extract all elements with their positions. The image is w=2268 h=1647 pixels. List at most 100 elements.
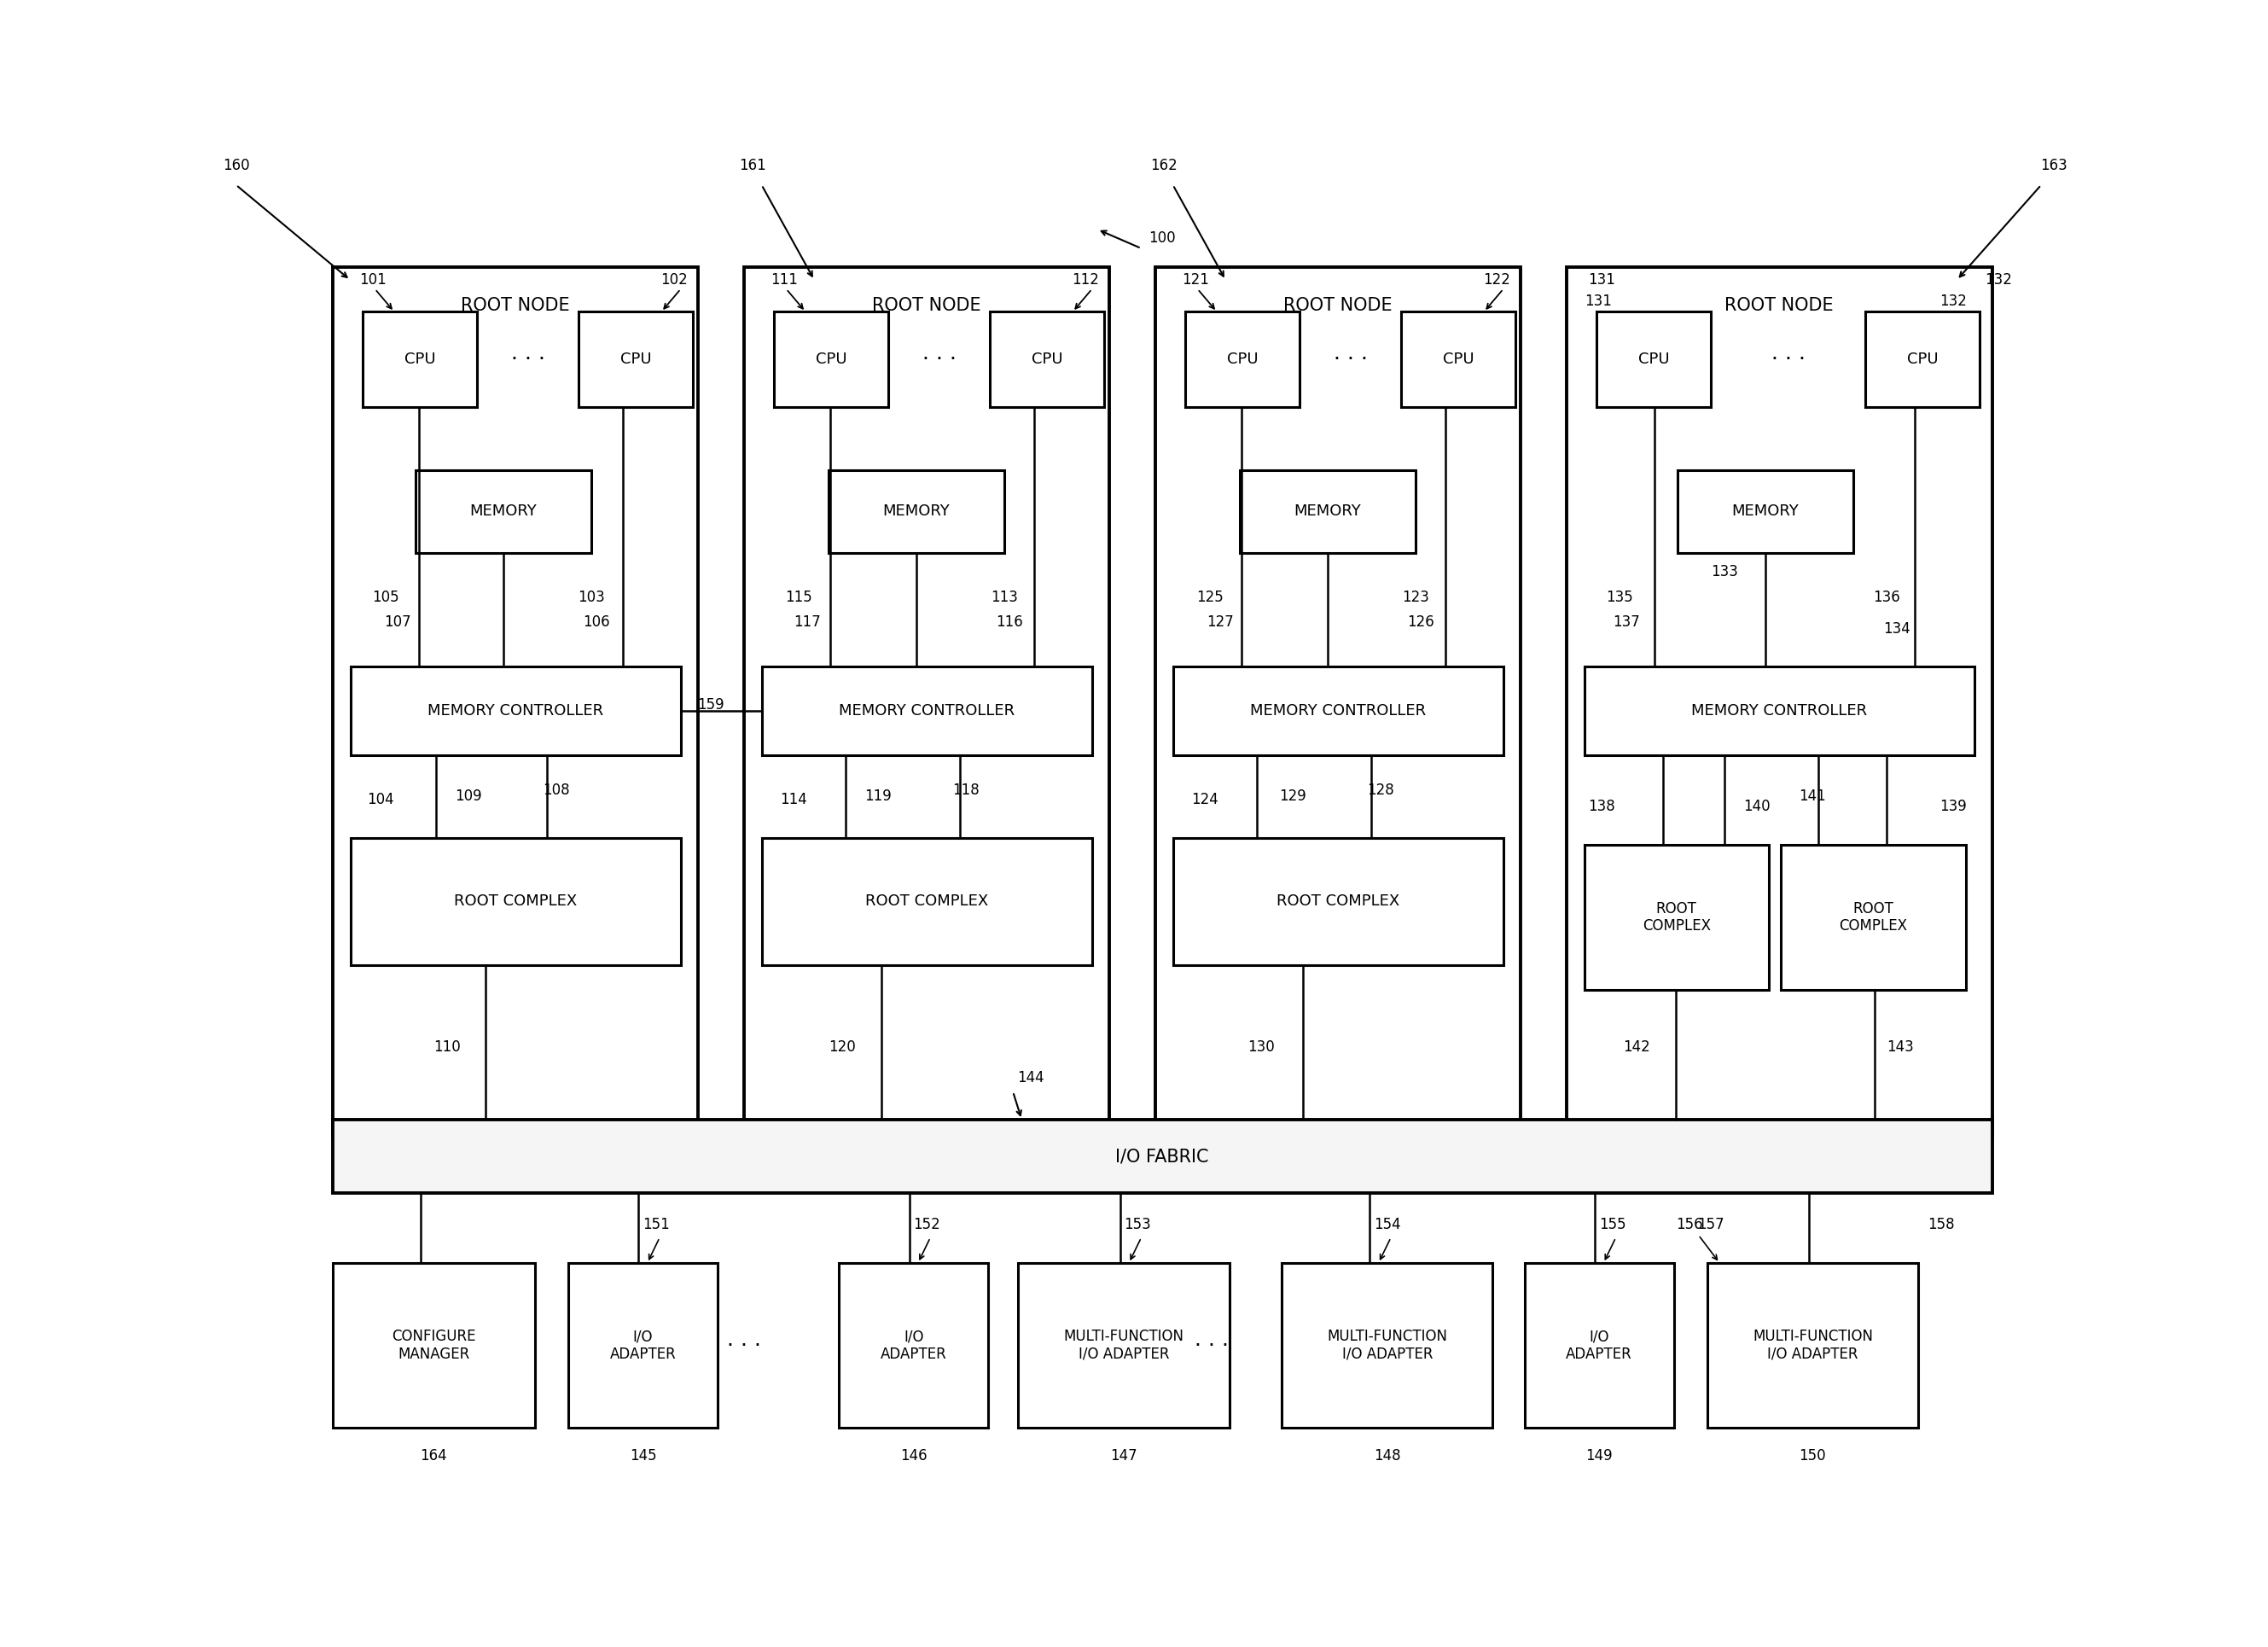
Text: 156: 156 (1676, 1217, 1703, 1232)
Text: · · ·: · · · (1334, 349, 1368, 369)
Text: 152: 152 (914, 1217, 941, 1232)
Text: MEMORY: MEMORY (882, 504, 950, 519)
Text: MULTI-FUNCTION
I/O ADAPTER: MULTI-FUNCTION I/O ADAPTER (1753, 1329, 1873, 1362)
Text: CONFIGURE
MANAGER: CONFIGURE MANAGER (392, 1329, 476, 1362)
Text: 163: 163 (2039, 158, 2066, 173)
Text: MULTI-FUNCTION
I/O ADAPTER: MULTI-FUNCTION I/O ADAPTER (1064, 1329, 1184, 1362)
Text: 101: 101 (358, 272, 386, 288)
Text: ROOT NODE: ROOT NODE (460, 296, 569, 315)
Text: 104: 104 (367, 792, 395, 807)
Text: 137: 137 (1613, 614, 1640, 631)
Bar (1867, 311, 1980, 407)
Text: 114: 114 (780, 792, 807, 807)
Text: 126: 126 (1406, 614, 1433, 631)
Text: 129: 129 (1279, 789, 1306, 804)
Text: 121: 121 (1182, 272, 1209, 288)
Text: 130: 130 (1247, 1039, 1275, 1056)
Text: 154: 154 (1374, 1217, 1402, 1232)
Text: CPU: CPU (1442, 352, 1474, 367)
Text: 103: 103 (578, 590, 606, 604)
Text: 105: 105 (372, 590, 399, 604)
Bar (415, 471, 592, 553)
Bar (569, 1263, 717, 1428)
Text: CPU: CPU (619, 352, 651, 367)
Text: · · ·: · · · (1771, 349, 1805, 369)
Text: ROOT COMPLEX: ROOT COMPLEX (1277, 894, 1399, 909)
Text: 149: 149 (1585, 1448, 1613, 1464)
Bar (349, 667, 680, 756)
Text: 141: 141 (1799, 789, 1826, 804)
Bar (762, 838, 1093, 965)
Text: CPU: CPU (1637, 352, 1669, 367)
Bar (1678, 471, 1853, 553)
Bar (1402, 311, 1515, 407)
Bar (1567, 267, 1991, 1136)
Text: 122: 122 (1483, 272, 1510, 288)
Text: 132: 132 (1939, 293, 1966, 310)
Text: 159: 159 (696, 697, 723, 713)
Text: 112: 112 (1073, 272, 1100, 288)
Text: MEMORY: MEMORY (1733, 504, 1799, 519)
Bar (333, 1120, 1991, 1192)
Text: 157: 157 (1696, 1217, 1724, 1232)
Text: I/O FABRIC: I/O FABRIC (1116, 1148, 1209, 1164)
Bar (1524, 1263, 1674, 1428)
Text: 139: 139 (1939, 799, 1966, 814)
Text: CPU: CPU (1032, 352, 1064, 367)
Text: ROOT
COMPLEX: ROOT COMPLEX (1642, 901, 1710, 934)
Text: CPU: CPU (1907, 352, 1939, 367)
Text: ROOT NODE: ROOT NODE (1726, 296, 1835, 315)
Text: 106: 106 (583, 614, 610, 631)
Bar (773, 311, 889, 407)
Text: 119: 119 (864, 789, 891, 804)
Text: · · ·: · · · (1195, 1336, 1229, 1355)
Bar (1780, 845, 1966, 990)
Text: MEMORY CONTROLLER: MEMORY CONTROLLER (1692, 703, 1867, 720)
Text: 138: 138 (1588, 799, 1615, 814)
Text: 127: 127 (1207, 614, 1234, 631)
Text: 118: 118 (953, 782, 980, 797)
Text: 160: 160 (222, 158, 249, 173)
Bar (1173, 667, 1504, 756)
Text: 113: 113 (991, 590, 1018, 604)
Text: 102: 102 (660, 272, 687, 288)
Text: 143: 143 (1887, 1039, 1914, 1056)
Text: 131: 131 (1588, 272, 1615, 288)
Text: 164: 164 (420, 1448, 447, 1464)
Text: 110: 110 (433, 1039, 460, 1056)
Text: I/O
ADAPTER: I/O ADAPTER (610, 1329, 676, 1362)
Bar (1186, 311, 1300, 407)
Text: 123: 123 (1402, 590, 1429, 604)
Text: 108: 108 (542, 782, 569, 797)
Bar (578, 311, 694, 407)
Text: ROOT NODE: ROOT NODE (1284, 296, 1393, 315)
Text: CPU: CPU (1227, 352, 1259, 367)
Text: 135: 135 (1606, 590, 1633, 604)
Text: 107: 107 (383, 614, 411, 631)
Bar (762, 667, 1093, 756)
Text: ROOT NODE: ROOT NODE (873, 296, 982, 315)
Text: 111: 111 (771, 272, 798, 288)
Text: 100: 100 (1150, 231, 1175, 245)
Text: 124: 124 (1191, 792, 1218, 807)
Text: CPU: CPU (404, 352, 435, 367)
Text: · · ·: · · · (728, 1336, 762, 1355)
Text: 132: 132 (1984, 272, 2012, 288)
Text: 128: 128 (1368, 782, 1395, 797)
Text: 142: 142 (1624, 1039, 1651, 1056)
Text: 117: 117 (794, 614, 821, 631)
Text: 150: 150 (1799, 1448, 1826, 1464)
Text: 133: 133 (1712, 563, 1737, 580)
Text: 146: 146 (900, 1448, 928, 1464)
Bar (1585, 845, 1769, 990)
Bar (828, 471, 1005, 553)
Bar (1241, 471, 1415, 553)
Text: CPU: CPU (816, 352, 846, 367)
Text: 115: 115 (785, 590, 812, 604)
Text: 145: 145 (631, 1448, 655, 1464)
Bar (1018, 1263, 1229, 1428)
Bar (1597, 311, 1710, 407)
Bar (1154, 267, 1522, 1136)
Text: I/O
ADAPTER: I/O ADAPTER (880, 1329, 946, 1362)
Text: 144: 144 (1016, 1071, 1043, 1085)
